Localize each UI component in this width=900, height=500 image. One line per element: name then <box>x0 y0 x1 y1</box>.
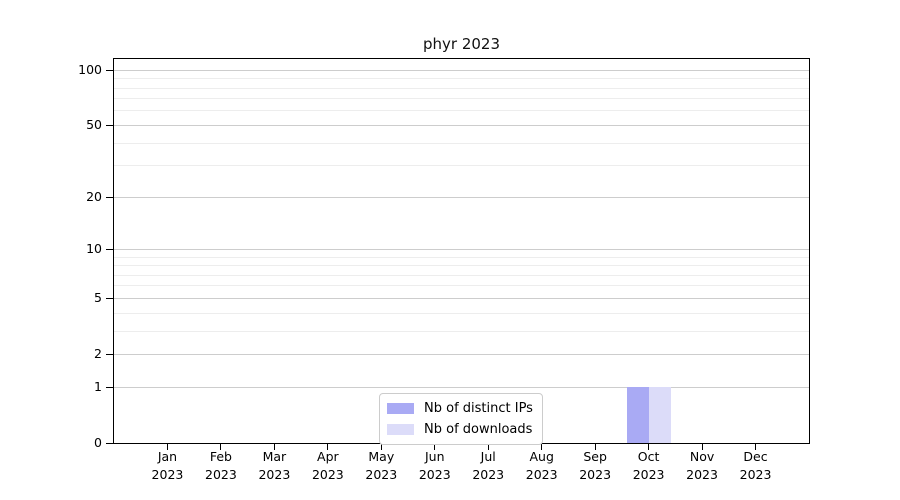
y-tick-mark <box>106 196 113 198</box>
x-tick-mark <box>220 444 222 450</box>
minor-gridline <box>114 165 809 167</box>
minor-gridline <box>114 142 809 144</box>
x-tick-label: Mar 2023 <box>258 449 291 482</box>
minor-gridline <box>114 98 809 100</box>
plot-area: Nb of distinct IPs Nb of downloads <box>113 58 810 445</box>
minor-gridline <box>114 312 809 314</box>
x-tick-mark <box>594 444 596 450</box>
y-tick-label: 20 <box>86 189 102 205</box>
minor-gridline <box>114 265 809 267</box>
x-tick-label: May 2023 <box>365 449 398 482</box>
x-tick-mark <box>541 444 543 450</box>
legend-row: Nb of distinct IPs <box>387 400 533 417</box>
minor-gridline <box>114 78 809 80</box>
major-gridline <box>114 248 809 250</box>
x-tick-label: Apr 2023 <box>311 449 344 482</box>
major-gridline <box>114 124 809 126</box>
y-tick-mark <box>106 69 113 71</box>
minor-gridline <box>114 274 809 276</box>
x-tick-label: Aug 2023 <box>525 449 558 482</box>
legend-label: Nb of distinct IPs <box>424 401 533 416</box>
x-tick-label: Feb 2023 <box>205 449 237 482</box>
x-tick-label: Dec 2023 <box>739 449 772 482</box>
legend-row: Nb of downloads <box>387 421 533 438</box>
x-tick-mark <box>755 444 757 450</box>
major-gridline <box>114 69 809 71</box>
y-tick-mark <box>106 442 113 444</box>
minor-gridline <box>114 256 809 258</box>
x-tick-label: Jan 2023 <box>151 449 184 482</box>
legend-label: Nb of downloads <box>424 422 533 437</box>
x-tick-mark <box>380 444 382 450</box>
major-gridline <box>114 196 809 198</box>
y-tick-mark <box>106 386 113 388</box>
minor-gridline <box>114 110 809 112</box>
major-gridline <box>114 353 809 355</box>
x-tick-mark <box>648 444 650 450</box>
y-tick-label: 0 <box>94 435 102 450</box>
x-tick-label: Sep 2023 <box>579 449 612 482</box>
chart-title: phyr 2023 <box>422 35 500 53</box>
legend-swatch <box>387 403 414 414</box>
x-tick-label: Oct 2023 <box>632 449 665 482</box>
y-tick-label: 2 <box>94 346 102 362</box>
bar-nb-of-downloads <box>648 387 671 443</box>
legend: Nb of distinct IPs Nb of downloads <box>379 393 543 445</box>
major-gridline <box>114 386 809 388</box>
legend-swatch <box>387 424 414 435</box>
minor-gridline <box>114 285 809 287</box>
x-tick-mark <box>273 444 275 450</box>
y-tick-mark <box>106 248 113 250</box>
y-tick-label: 1 <box>94 379 102 394</box>
y-tick-mark <box>106 353 113 355</box>
minor-gridline <box>114 330 809 332</box>
x-tick-mark <box>327 444 329 450</box>
x-tick-label: Nov 2023 <box>686 449 718 482</box>
y-tick-label: 50 <box>86 117 102 133</box>
x-tick-mark <box>487 444 489 450</box>
y-tick-label: 100 <box>78 62 102 78</box>
x-tick-label: Jun 2023 <box>418 449 451 482</box>
major-gridline <box>114 297 809 299</box>
y-tick-mark <box>106 124 113 126</box>
y-tick-label: 10 <box>86 241 102 257</box>
y-tick-mark <box>106 297 113 299</box>
minor-gridline <box>114 87 809 89</box>
x-tick-label: Jul 2023 <box>472 449 505 482</box>
bar-nb-of-distinct-ips <box>626 387 649 443</box>
y-tick-label: 5 <box>94 290 102 306</box>
x-tick-mark <box>434 444 436 450</box>
x-tick-mark <box>701 444 703 450</box>
x-tick-mark <box>166 444 168 450</box>
